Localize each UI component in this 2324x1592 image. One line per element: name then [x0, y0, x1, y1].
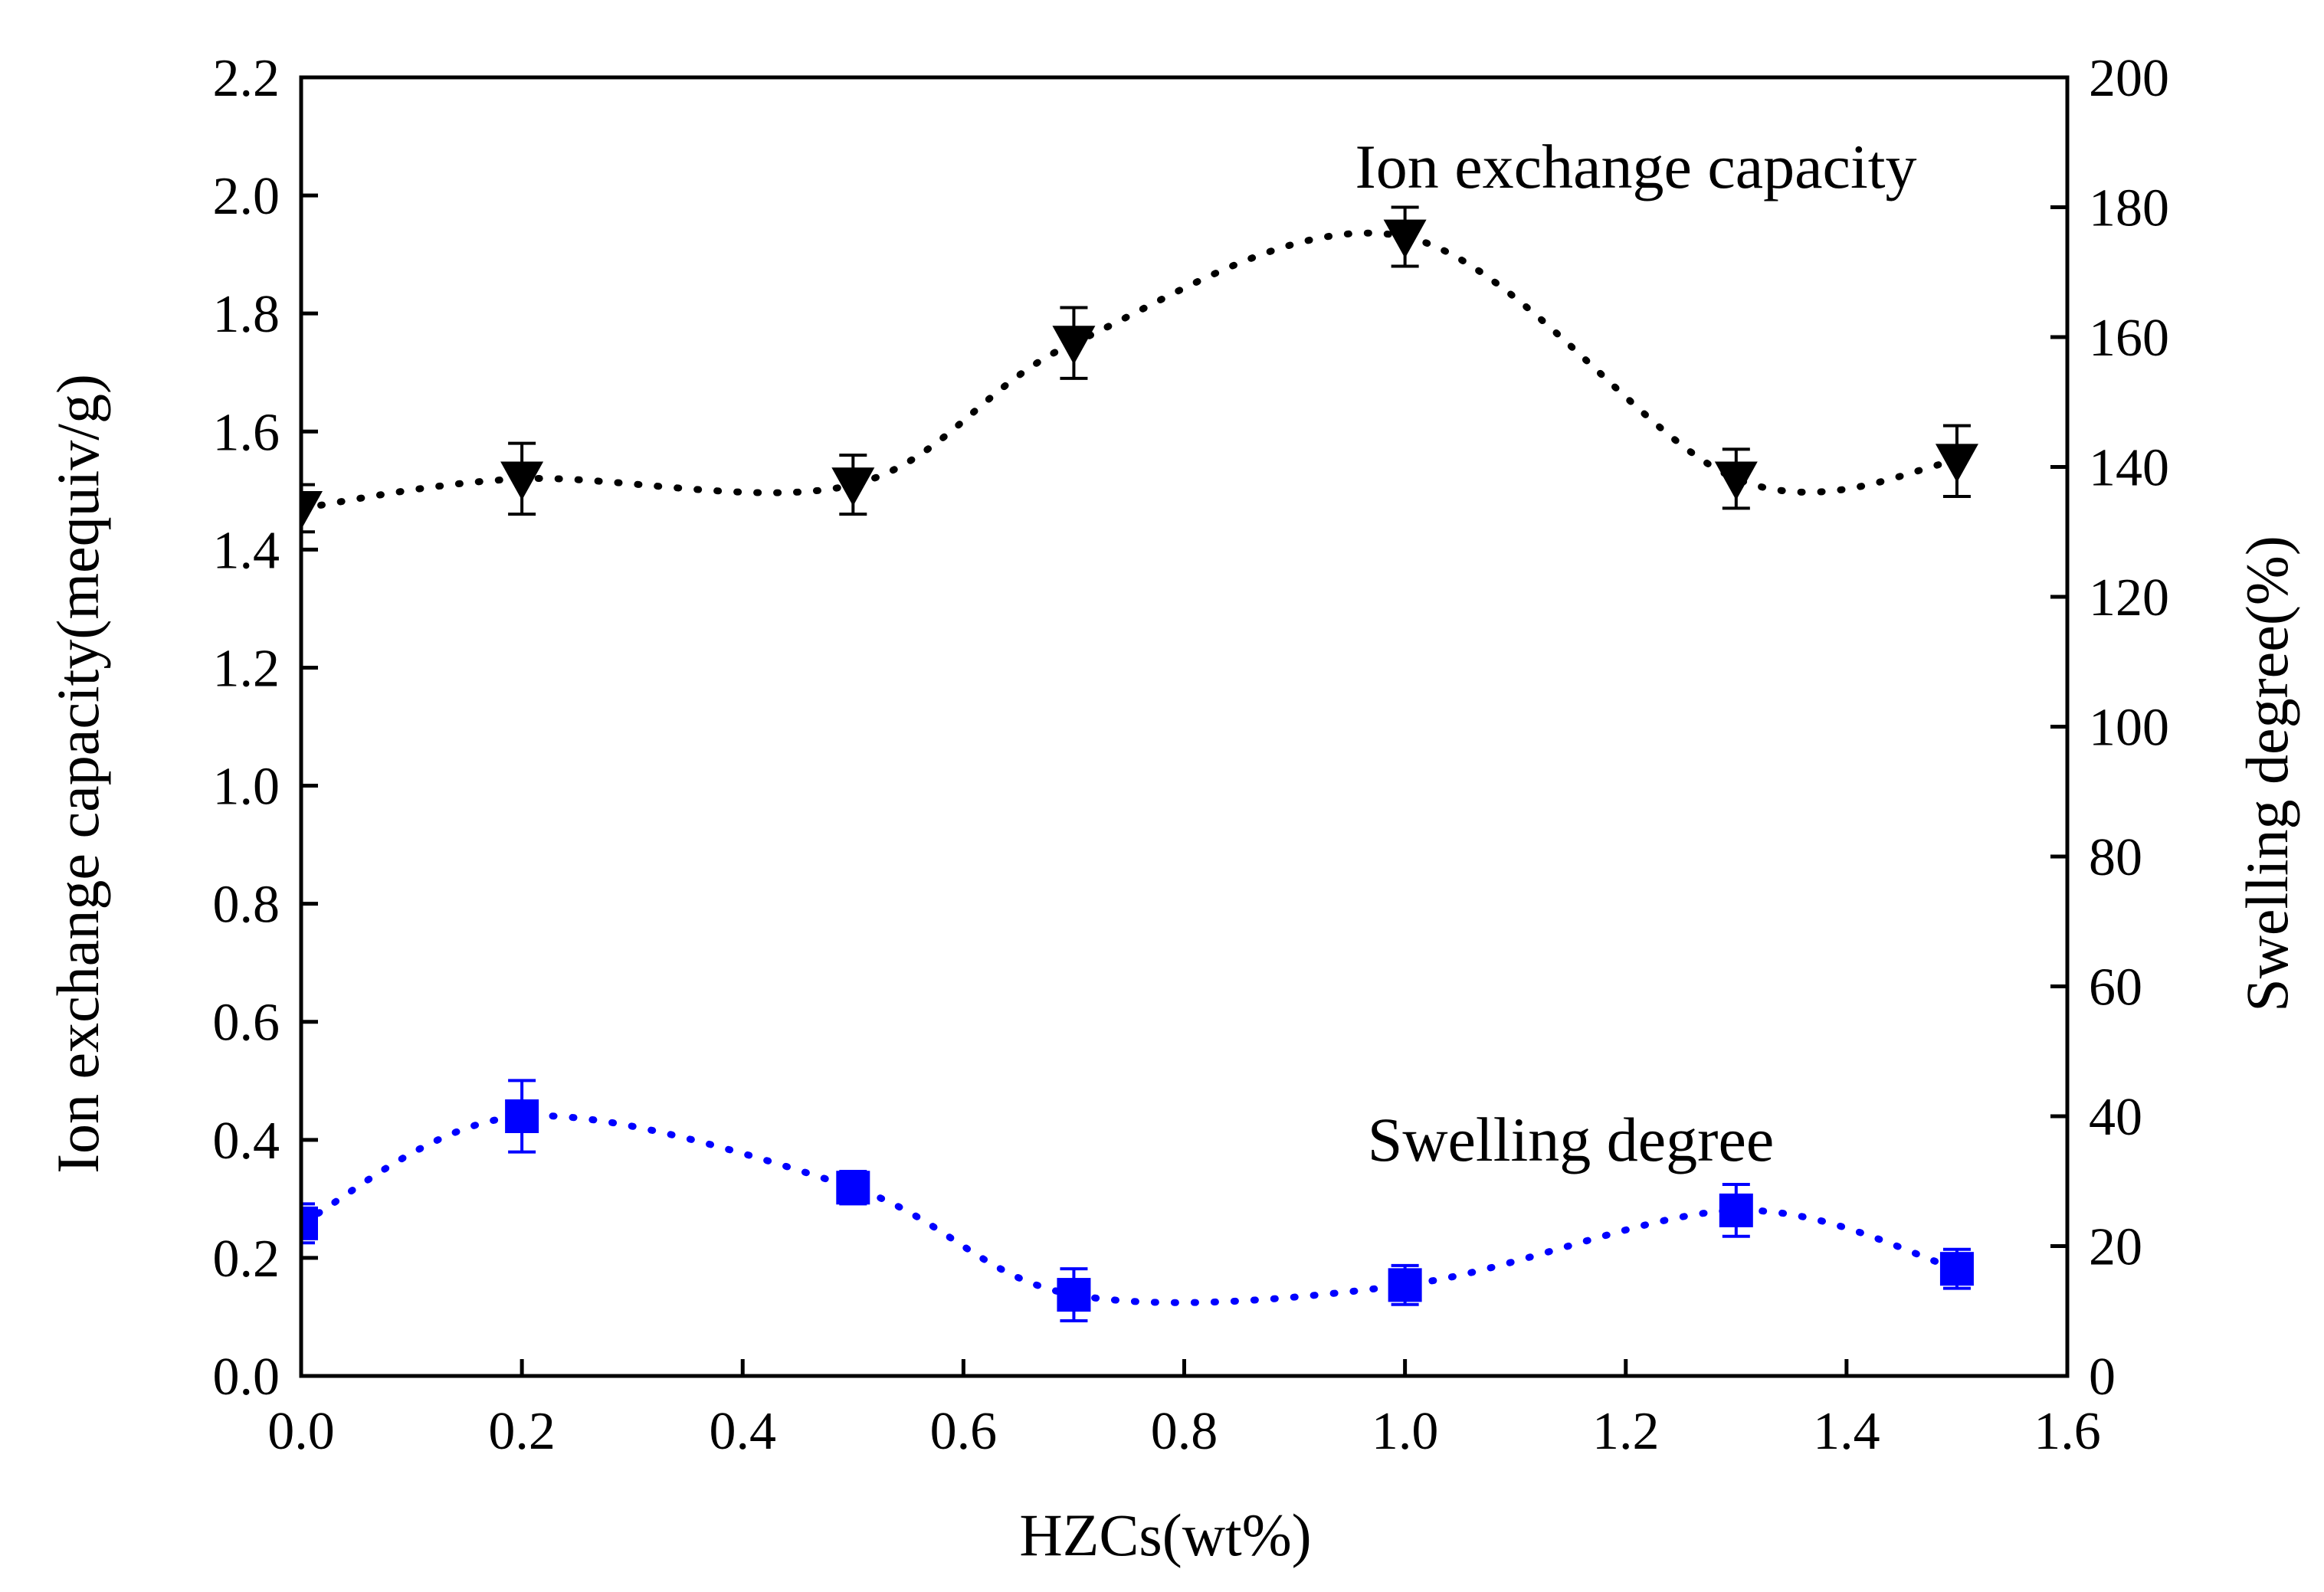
y-left-tick-label: 2.0	[213, 167, 280, 226]
x-tick-label: 1.4	[1813, 1402, 1880, 1461]
swelling-degree-annotation: Swelling degree	[1368, 1105, 1775, 1174]
y-left-tick-label: 1.2	[213, 639, 280, 698]
y-right-tick-label: 40	[2089, 1088, 2142, 1147]
y-left-tick-label: 1.8	[213, 285, 280, 344]
x-axis-title: HZCs(wt%)	[1019, 1502, 1311, 1568]
x-tick-label: 0.4	[710, 1402, 777, 1461]
x-tick-label: 0.6	[930, 1402, 998, 1461]
y-left-tick-label: 0.4	[213, 1112, 280, 1171]
y-right-tick-label: 120	[2089, 568, 2169, 627]
swelling-degree-point	[1057, 1278, 1091, 1312]
y-right-tick-label: 200	[2089, 49, 2169, 108]
series-layer	[301, 205, 1978, 1322]
x-tick-label: 0.8	[1151, 1402, 1218, 1461]
ion-exchange-capacity-point	[1383, 219, 1427, 259]
ion-exchange-capacity-point	[831, 467, 875, 506]
y-left-tick-label: 0.6	[213, 994, 280, 1053]
y-right-tick-label: 100	[2089, 699, 2169, 758]
swelling-degree-point	[836, 1171, 870, 1205]
y-left-tick-label: 2.2	[213, 49, 280, 108]
swelling-degree-point	[505, 1099, 539, 1133]
ion-exchange-capacity-point	[1935, 444, 1978, 483]
y-right-tick-label: 20	[2089, 1218, 2142, 1277]
swelling-degree-point	[1388, 1268, 1422, 1302]
ticks-layer	[299, 75, 2070, 1378]
y-right-tick-label: 140	[2089, 439, 2169, 498]
ion-exchange-capacity-point	[301, 491, 323, 530]
ion-exchange-capacity-point	[500, 461, 544, 500]
y-right-tick-label: 0	[2089, 1348, 2116, 1407]
labels-layer: 0.0 0.2 0.4 0.6 0.8 1.0 1.2 1.4 1.6 0.0 0.2 0.4 0.6 0…	[213, 49, 2170, 1461]
y-right-tick-label: 180	[2089, 179, 2169, 238]
swelling-degree-point	[1939, 1252, 1974, 1286]
x-tick-label: 1.2	[1592, 1402, 1660, 1461]
x-tick-label: 1.6	[2034, 1402, 2101, 1461]
ion-exchange-capacity-series	[301, 205, 1978, 534]
y-left-tick-label: 1.0	[213, 758, 280, 817]
y-left-tick-label: 1.6	[213, 403, 280, 462]
y-left-tick-label: 0.8	[213, 876, 280, 935]
ion-exchange-capacity-point	[1714, 461, 1758, 500]
y-right-tick-label: 60	[2089, 958, 2142, 1017]
y-left-tick-label: 1.4	[213, 521, 280, 580]
swelling-degree-series	[301, 1079, 1974, 1322]
ion-exchange-capacity-annotation: Ion exchange capacity	[1355, 132, 1916, 201]
swelling-degree-point	[1719, 1193, 1753, 1227]
y-right-tick-label: 80	[2089, 828, 2142, 887]
x-tick-label: 0.0	[267, 1402, 335, 1461]
ion-exchange-capacity-point	[1052, 326, 1096, 365]
y-left-axis-title: Ion exchange capacity(mequiv/g)	[44, 374, 111, 1174]
ion-exchange-capacity-line	[301, 229, 1961, 512]
y-left-tick-label: 0.0	[213, 1348, 280, 1407]
x-tick-label: 0.2	[488, 1402, 556, 1461]
y-right-tick-label: 160	[2089, 309, 2169, 368]
y-left-tick-label: 0.2	[213, 1230, 280, 1289]
y-right-axis-title: Swelling degree(%)	[2234, 536, 2300, 1012]
swelling-degree-point	[301, 1206, 318, 1240]
plot-frame	[299, 75, 2070, 1378]
x-tick-label: 1.0	[1372, 1402, 1439, 1461]
